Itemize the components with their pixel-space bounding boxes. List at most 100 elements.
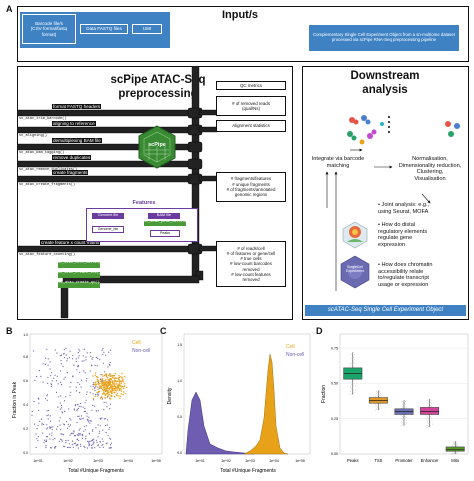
cell-point [101,378,104,380]
bullet-text-2: How do distal regulatory elements regula… [378,222,428,249]
cell-point [118,378,120,381]
noncell-point [90,420,92,422]
step-format-fastq-func: sc_atac_trim_barcode() [19,117,67,121]
noncell-point [81,360,83,362]
cell-point [94,384,97,386]
cell-point [115,380,117,382]
noncell-point [80,415,82,417]
noncell-point [63,378,65,380]
jitter-point [353,361,355,363]
cell-point [113,387,116,390]
cell-point [116,392,119,395]
noncell-point [54,437,56,440]
cell-calling-func: sc_atac_cell_calling() [58,261,105,268]
noncell-point [95,386,97,388]
noncell-point [76,410,78,412]
noncell-point [108,363,110,366]
jitter-point [401,423,403,425]
jitter-point [376,404,378,406]
cell-point [126,386,128,389]
noncell-point [37,436,39,438]
noncell-point [94,364,96,366]
jitter-point [375,408,377,410]
panel-b-ytick-2: 0.4 [23,403,28,407]
cell-point [107,384,110,386]
noncell-point [60,404,63,406]
noncell-point [94,387,96,389]
peaks-box: Peaks [150,230,180,237]
noncell-point [40,418,43,420]
jitter-point [376,395,378,396]
cell-point [105,383,108,386]
jitter-point [455,443,457,445]
noncell-point [101,438,103,440]
cell-point [108,391,110,393]
cell-point [108,373,111,376]
seurat-logo [342,221,368,249]
jitter-point [428,414,430,416]
noncell-point [35,433,37,435]
jitter-point [428,405,429,407]
cell-point [120,388,122,391]
cell-point [104,373,107,376]
qc-removed-reads: # of removed reads (qual/Ns) [216,96,286,116]
noncell-point [74,435,77,437]
jitter-point [453,444,455,445]
noncell-point [57,406,59,408]
noncell-point [105,424,107,427]
cell-point [117,380,119,382]
noncell-point [76,434,78,436]
noncell-point [96,410,98,412]
noncell-point [73,364,75,366]
cell-point [118,376,120,378]
panel-b-ytick-0: 0.0 [23,451,28,455]
cell-point [101,379,103,381]
jitter-point [402,421,404,423]
panel-label-d: D [316,326,323,336]
noncell-point [77,364,79,366]
noncell-point [97,392,99,394]
noncell-point [88,440,90,443]
noncell-point [99,417,101,419]
cell-point [99,387,101,389]
noncell-point [75,386,77,388]
cell-point [109,384,111,387]
panel-b-xtick-2: 1e+03 [93,459,103,463]
jitter-point [380,403,381,405]
downstream-arrows [325,148,431,291]
noncell-point [65,347,67,349]
noncell-point [37,397,40,399]
noncell-point [36,438,38,440]
panel-d-boxplot: 0.00 0.25 0.50 0.75 Peaks TSS Promoter Enhancer… [321,333,469,463]
jitter-point [453,451,455,453]
cell-point [106,389,108,392]
umap-thumbnail [340,110,400,150]
cell-point [104,389,107,392]
jitter-point [427,399,429,401]
jitter-point [426,415,427,417]
noncell-point [50,385,53,387]
noncell-point [92,438,95,440]
features-title: Features [132,200,156,206]
noncell-point [59,355,62,357]
noncell-point [84,402,86,404]
noncell-point [61,407,63,409]
panel-c-xtick-1: 1e+02 [221,459,231,463]
noncell-point [73,442,75,445]
noncell-point [83,430,85,432]
noncell-point [92,430,94,432]
jitter-point [379,393,381,394]
cell-point [96,395,99,397]
jitter-point [377,403,379,405]
noncell-point [38,370,41,372]
cell-point [104,393,106,395]
noncell-point [40,375,42,377]
noncell-point [94,389,96,392]
noncell-point [45,440,47,442]
noncell-point [59,417,61,419]
cell-point [95,383,97,385]
cell-point [122,379,124,382]
cell-point [114,385,117,388]
noncell-point [51,432,53,434]
noncell-point [92,404,94,406]
